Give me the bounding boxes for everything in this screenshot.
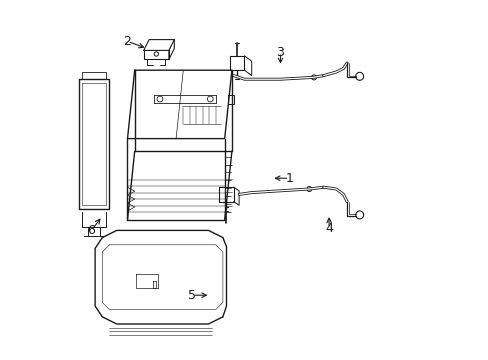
- Text: 2: 2: [123, 35, 131, 48]
- Text: 6: 6: [87, 224, 95, 237]
- Text: 3: 3: [276, 46, 284, 59]
- Text: 5: 5: [188, 289, 196, 302]
- Text: 4: 4: [325, 222, 332, 235]
- Text: 1: 1: [285, 172, 293, 185]
